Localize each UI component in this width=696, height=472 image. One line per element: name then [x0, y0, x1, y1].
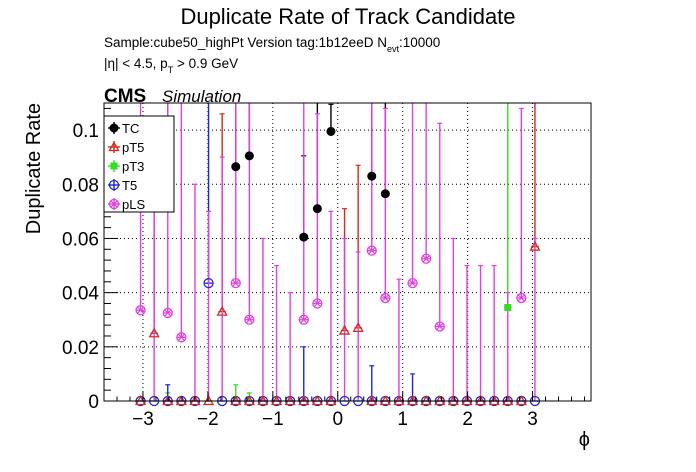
- info-line-1: Sample:cube50_highPt Version tag:1b12eeD…: [104, 35, 440, 54]
- marker-point: [366, 245, 377, 256]
- marker-point: [504, 304, 512, 312]
- info-line-2-text: |η| < 4.5, p: [104, 56, 168, 71]
- x-tick-label: 0: [332, 409, 343, 430]
- chart-title: Duplicate Rate of Track Candidate: [180, 4, 515, 29]
- marker-point: [108, 141, 120, 152]
- marker-cross: [381, 294, 389, 302]
- marker-point: [352, 322, 364, 333]
- marker-cross: [232, 279, 240, 287]
- info-line-1-text: Sample:cube50_highPt Version tag:1b12eeD…: [104, 35, 387, 50]
- marker-point: [421, 253, 432, 264]
- y-tick-label: 0.06: [62, 229, 99, 250]
- marker-cross: [136, 306, 145, 314]
- y-tick-label: 0.04: [62, 284, 99, 305]
- x-tick-label: 1: [397, 409, 408, 430]
- marker-point: [516, 292, 527, 304]
- marker-point: [203, 278, 214, 289]
- marker-cross: [408, 279, 417, 287]
- x-tick-label: −2: [197, 409, 219, 430]
- legend-label-pt5: pT5: [122, 140, 144, 155]
- x-tick-label: −3: [132, 409, 154, 430]
- simulation-label: Simulation: [162, 87, 241, 106]
- marker-cross: [313, 299, 321, 308]
- marker-point: [231, 162, 241, 172]
- marker-cross: [517, 294, 525, 302]
- marker-cross: [245, 316, 253, 324]
- marker-point: [162, 307, 173, 319]
- y-tick-label: 0.1: [73, 121, 99, 142]
- info-line-2-subscript: T: [168, 65, 174, 75]
- y-tick-label: 0.08: [62, 175, 99, 196]
- marker-point: [367, 171, 377, 181]
- marker-cross: [177, 333, 185, 341]
- info-line-1-subscript: evt: [387, 44, 400, 54]
- marker-point: [407, 278, 418, 289]
- marker-cross: [110, 200, 118, 208]
- info-line-1-tail: :10000: [399, 35, 440, 50]
- marker-point: [148, 327, 160, 338]
- info-line-2: |η| < 4.5, pT > 0.9 GeV: [104, 56, 238, 75]
- marker-point: [108, 198, 120, 210]
- cms-label: CMS: [104, 86, 146, 107]
- x-tick-label: 2: [462, 409, 473, 430]
- legend-label-pt3: pT3: [122, 159, 144, 174]
- marker-cross: [436, 322, 444, 331]
- y-tick-label: 0: [88, 392, 99, 413]
- marker-cross: [422, 255, 430, 263]
- marker-point: [299, 232, 309, 242]
- marker-point: [244, 314, 255, 325]
- marker-point: [110, 162, 118, 170]
- x-axis-label: ϕ: [579, 429, 590, 451]
- marker-cross: [368, 247, 376, 255]
- marker-point: [135, 305, 146, 316]
- marker-point: [312, 298, 323, 309]
- marker-point: [338, 324, 351, 335]
- marker-point: [312, 204, 322, 214]
- marker-point: [380, 189, 390, 199]
- marker-point: [529, 240, 541, 251]
- y-tick-label: 0.02: [62, 338, 99, 359]
- marker-point: [380, 292, 391, 304]
- legend: TC pT5 pT3 T5 pLS: [103, 115, 175, 213]
- marker-point: [326, 126, 336, 136]
- marker-point: [216, 305, 228, 316]
- legend-label-pls: pLS: [122, 197, 145, 212]
- marker-point: [230, 278, 241, 289]
- legend-label-t5: T5: [122, 178, 137, 193]
- x-tick-label: −1: [262, 409, 284, 430]
- x-tick-label: 3: [527, 409, 538, 430]
- axes: −3 −2 −1 0 1 2 3 0 0.02 0.04 0.06 0.08 0.1: [62, 107, 586, 430]
- marker-point: [176, 332, 187, 343]
- marker-point: [108, 179, 120, 191]
- legend-label-tc: TC: [122, 121, 139, 136]
- marker-point: [298, 314, 309, 325]
- y-axis-label: Duplicate Rate: [23, 103, 45, 234]
- marker-point: [244, 151, 254, 161]
- marker-cross: [164, 309, 172, 317]
- info-line-2-tail: > 0.9 GeV: [173, 56, 238, 71]
- marker-cross: [300, 316, 308, 324]
- marker-point: [109, 123, 119, 133]
- plot-frame: [103, 102, 592, 402]
- marker-point: [434, 321, 445, 332]
